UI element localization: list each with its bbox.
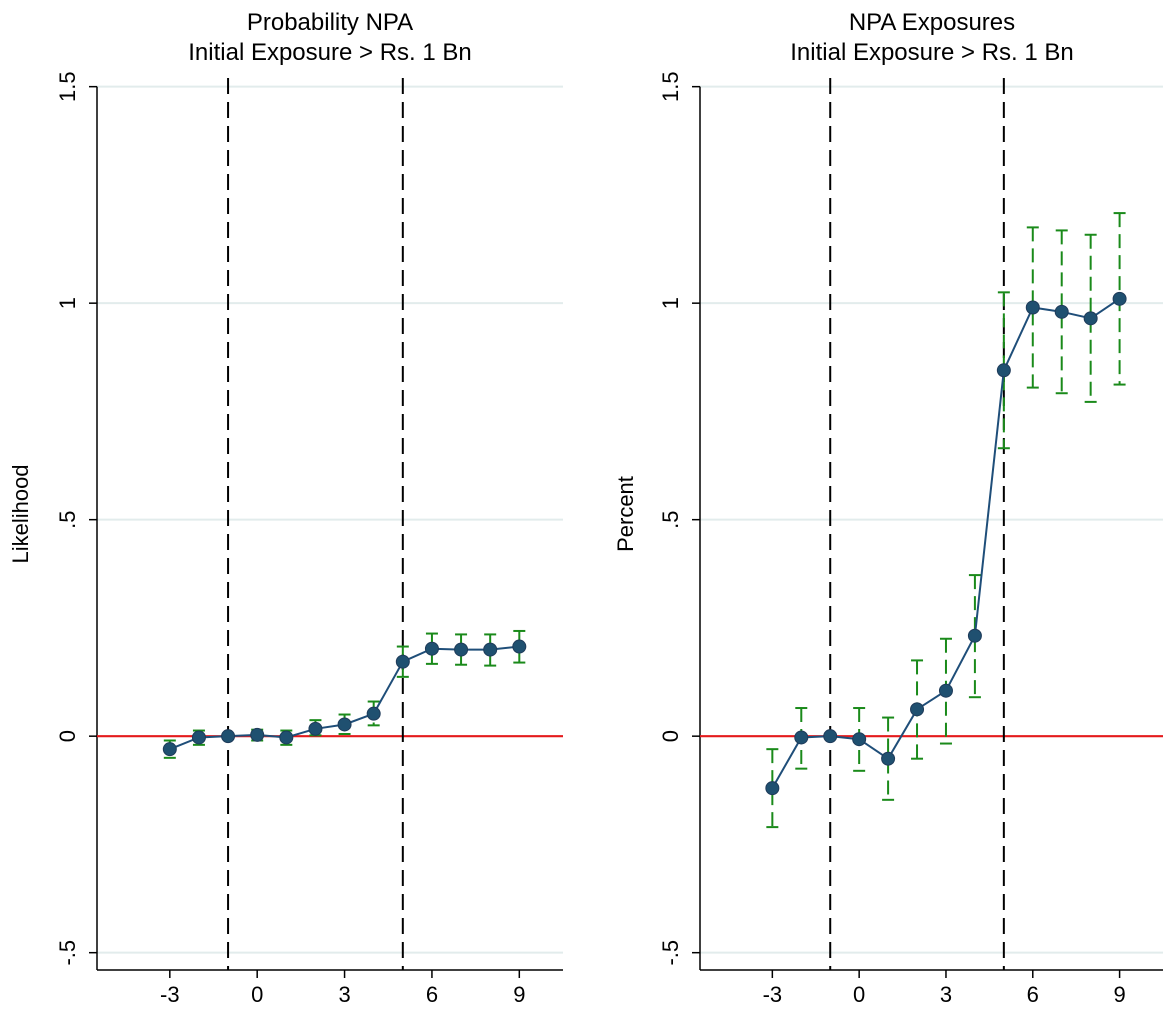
x-tick-label: -3: [763, 982, 783, 1007]
chart-title-line: Probability NPA: [247, 9, 413, 36]
x-tick-label: 0: [853, 982, 865, 1007]
data-point: [1083, 311, 1098, 326]
x-tick-label: 6: [426, 982, 438, 1007]
data-point: [794, 730, 809, 745]
x-tick-label: 3: [940, 982, 952, 1007]
y-tick-label: .5: [55, 510, 80, 528]
data-point: [881, 751, 896, 766]
data-point: [1054, 304, 1069, 319]
data-point: [765, 781, 780, 796]
data-point: [366, 706, 381, 721]
x-tick-label: 9: [1113, 982, 1125, 1007]
y-axis-title: Percent: [613, 476, 638, 552]
y-axis-title: Likelihood: [8, 464, 33, 563]
data-point: [162, 742, 177, 757]
data-point: [852, 732, 867, 747]
y-tick-label: 0: [55, 730, 80, 742]
y-tick-label: .5: [658, 510, 683, 528]
data-point: [191, 730, 206, 745]
data-point: [483, 642, 498, 657]
data-point: [967, 628, 982, 643]
x-tick-label: -3: [160, 982, 180, 1007]
data-point: [424, 641, 439, 656]
y-tick-label: 1.5: [55, 71, 80, 102]
chart-title-line: Initial Exposure > Rs. 1 Bn: [790, 39, 1073, 66]
x-tick-label: 6: [1027, 982, 1039, 1007]
y-tick-label: 1: [55, 297, 80, 309]
x-tick-label: 0: [251, 982, 263, 1007]
data-point: [1025, 300, 1040, 315]
data-point: [512, 639, 527, 654]
chart-panel-probability-npa: Probability NPA Initial Exposure > Rs. 1 …: [8, 9, 563, 1007]
y-tick-label: -.5: [55, 940, 80, 966]
y-tick-label: -.5: [658, 940, 683, 966]
data-point: [823, 729, 838, 744]
data-point: [250, 727, 265, 742]
data-point: [337, 717, 352, 732]
data-point: [1112, 291, 1127, 306]
data-point: [996, 363, 1011, 378]
chart-title-line: Initial Exposure > Rs. 1 Bn: [188, 39, 471, 66]
chart-panel-npa-exposures: NPA Exposures Initial Exposure > Rs. 1 Bn…: [613, 9, 1163, 1007]
data-point: [454, 642, 469, 657]
data-point: [221, 729, 236, 744]
chart-title-line: NPA Exposures: [849, 9, 1015, 36]
data-point: [910, 702, 925, 717]
x-tick-label: 9: [513, 982, 525, 1007]
data-point: [308, 721, 323, 736]
y-tick-label: 1: [658, 297, 683, 309]
x-tick-label: 3: [338, 982, 350, 1007]
data-point: [395, 654, 410, 669]
data-point: [279, 730, 294, 745]
y-tick-label: 0: [658, 730, 683, 742]
data-point: [938, 683, 953, 698]
y-tick-label: 1.5: [658, 71, 683, 102]
